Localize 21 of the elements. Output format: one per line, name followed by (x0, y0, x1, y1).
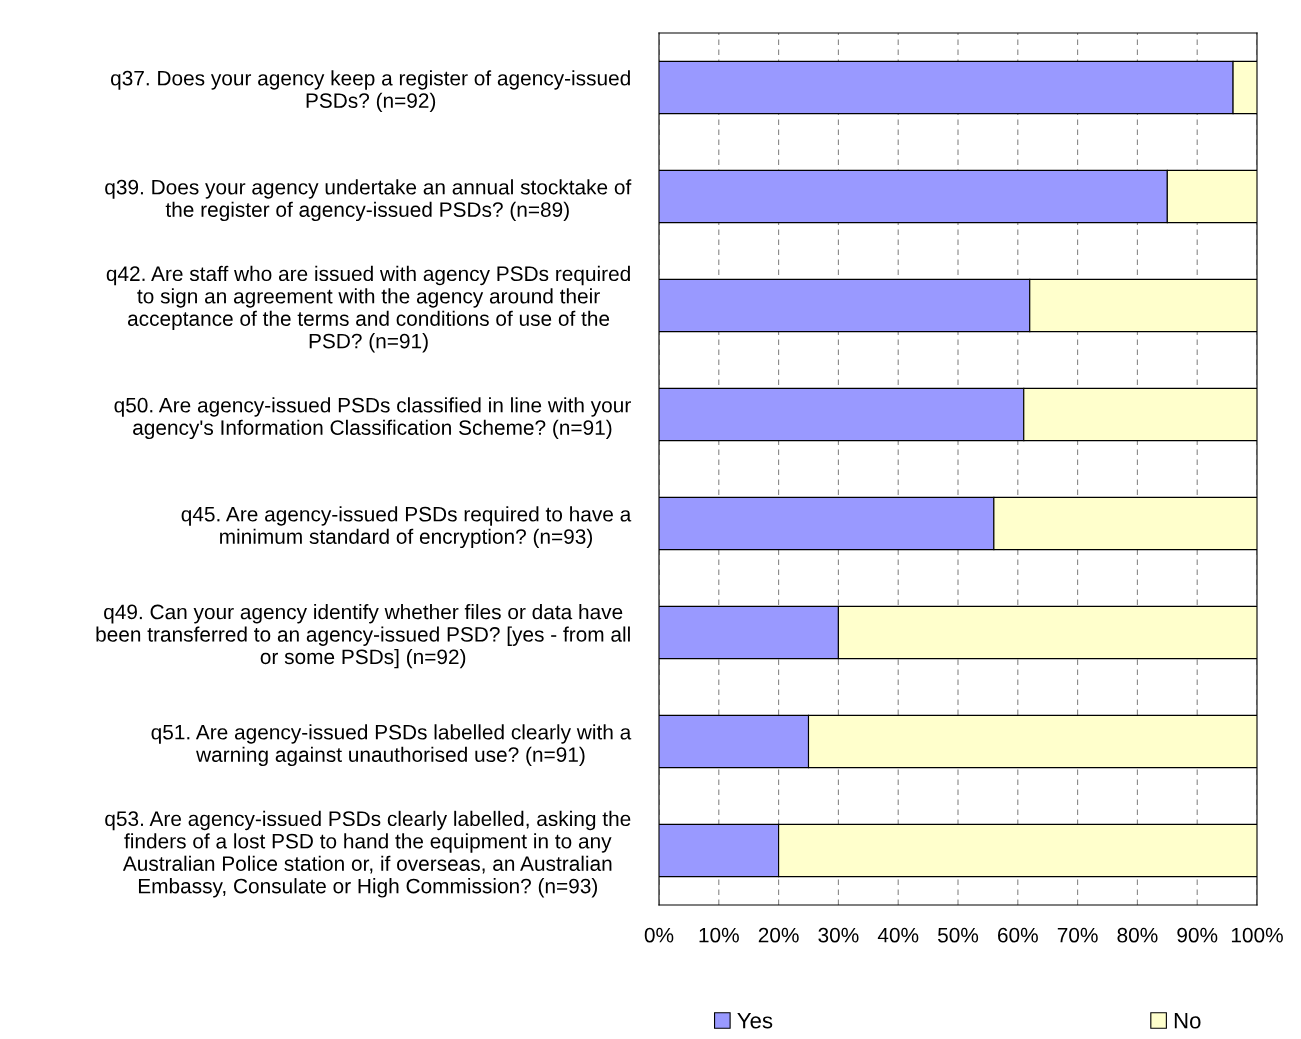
x-tick-label: 100% (1231, 927, 1283, 943)
y-tick-label: q45. Are agency-issued PSDs required to have a minimum standard of encryption? (n=93) (181, 506, 632, 549)
x-tick-label: 70% (1057, 927, 1098, 943)
y-tick-label: q53. Are agency-issued PSDs clearly labelled, asking the finders of a lost PSD to hand the equipment in to any Australian Police station or, if overseas, an Australian Embassy, Consulate or High Commission? (n=93) (105, 810, 631, 898)
x-tick-label: 80% (1117, 927, 1158, 943)
x-tick-label: 50% (937, 927, 979, 943)
y-tick-label: q42. Are staff who are issued with agency PSDs required to sign an agreement with the agency around their acceptance of the terms and conditions of use of the PSD? (n=91) (106, 265, 630, 353)
x-tick-label: 10% (699, 927, 739, 943)
legend-label: No (1174, 1013, 1201, 1029)
x-tick-label: 30% (818, 927, 859, 943)
y-tick-label: q51. Are agency-issued PSDs labelled clearly with a warning against unauthorised use? (n=91) (151, 724, 632, 767)
x-tick-label: 20% (758, 927, 799, 943)
legend-label: Yes (737, 1013, 773, 1029)
y-tick-label: q37. Does your agency keep a register of agency-issued PSDs? (n=92) (111, 70, 630, 113)
x-tick-label: 90% (1177, 927, 1218, 943)
y-tick-label: q50. Are agency-issued PSDs classified in line with your agency's Information Classification Scheme? (n=91) (114, 397, 631, 440)
x-tick-label: 40% (877, 927, 919, 943)
y-tick-label: q49. Can your agency identify whether files or data have been transferred to an agency-issued PSD? [yes - from all or some PSDs] (n=92) (96, 604, 630, 669)
x-tick-label: 60% (998, 927, 1038, 943)
x-tick-label: 0% (644, 927, 674, 943)
y-tick-label: q39. Does your agency undertake an annual stocktake of the register of agency-issued PSDs? (n=89) (105, 179, 632, 222)
